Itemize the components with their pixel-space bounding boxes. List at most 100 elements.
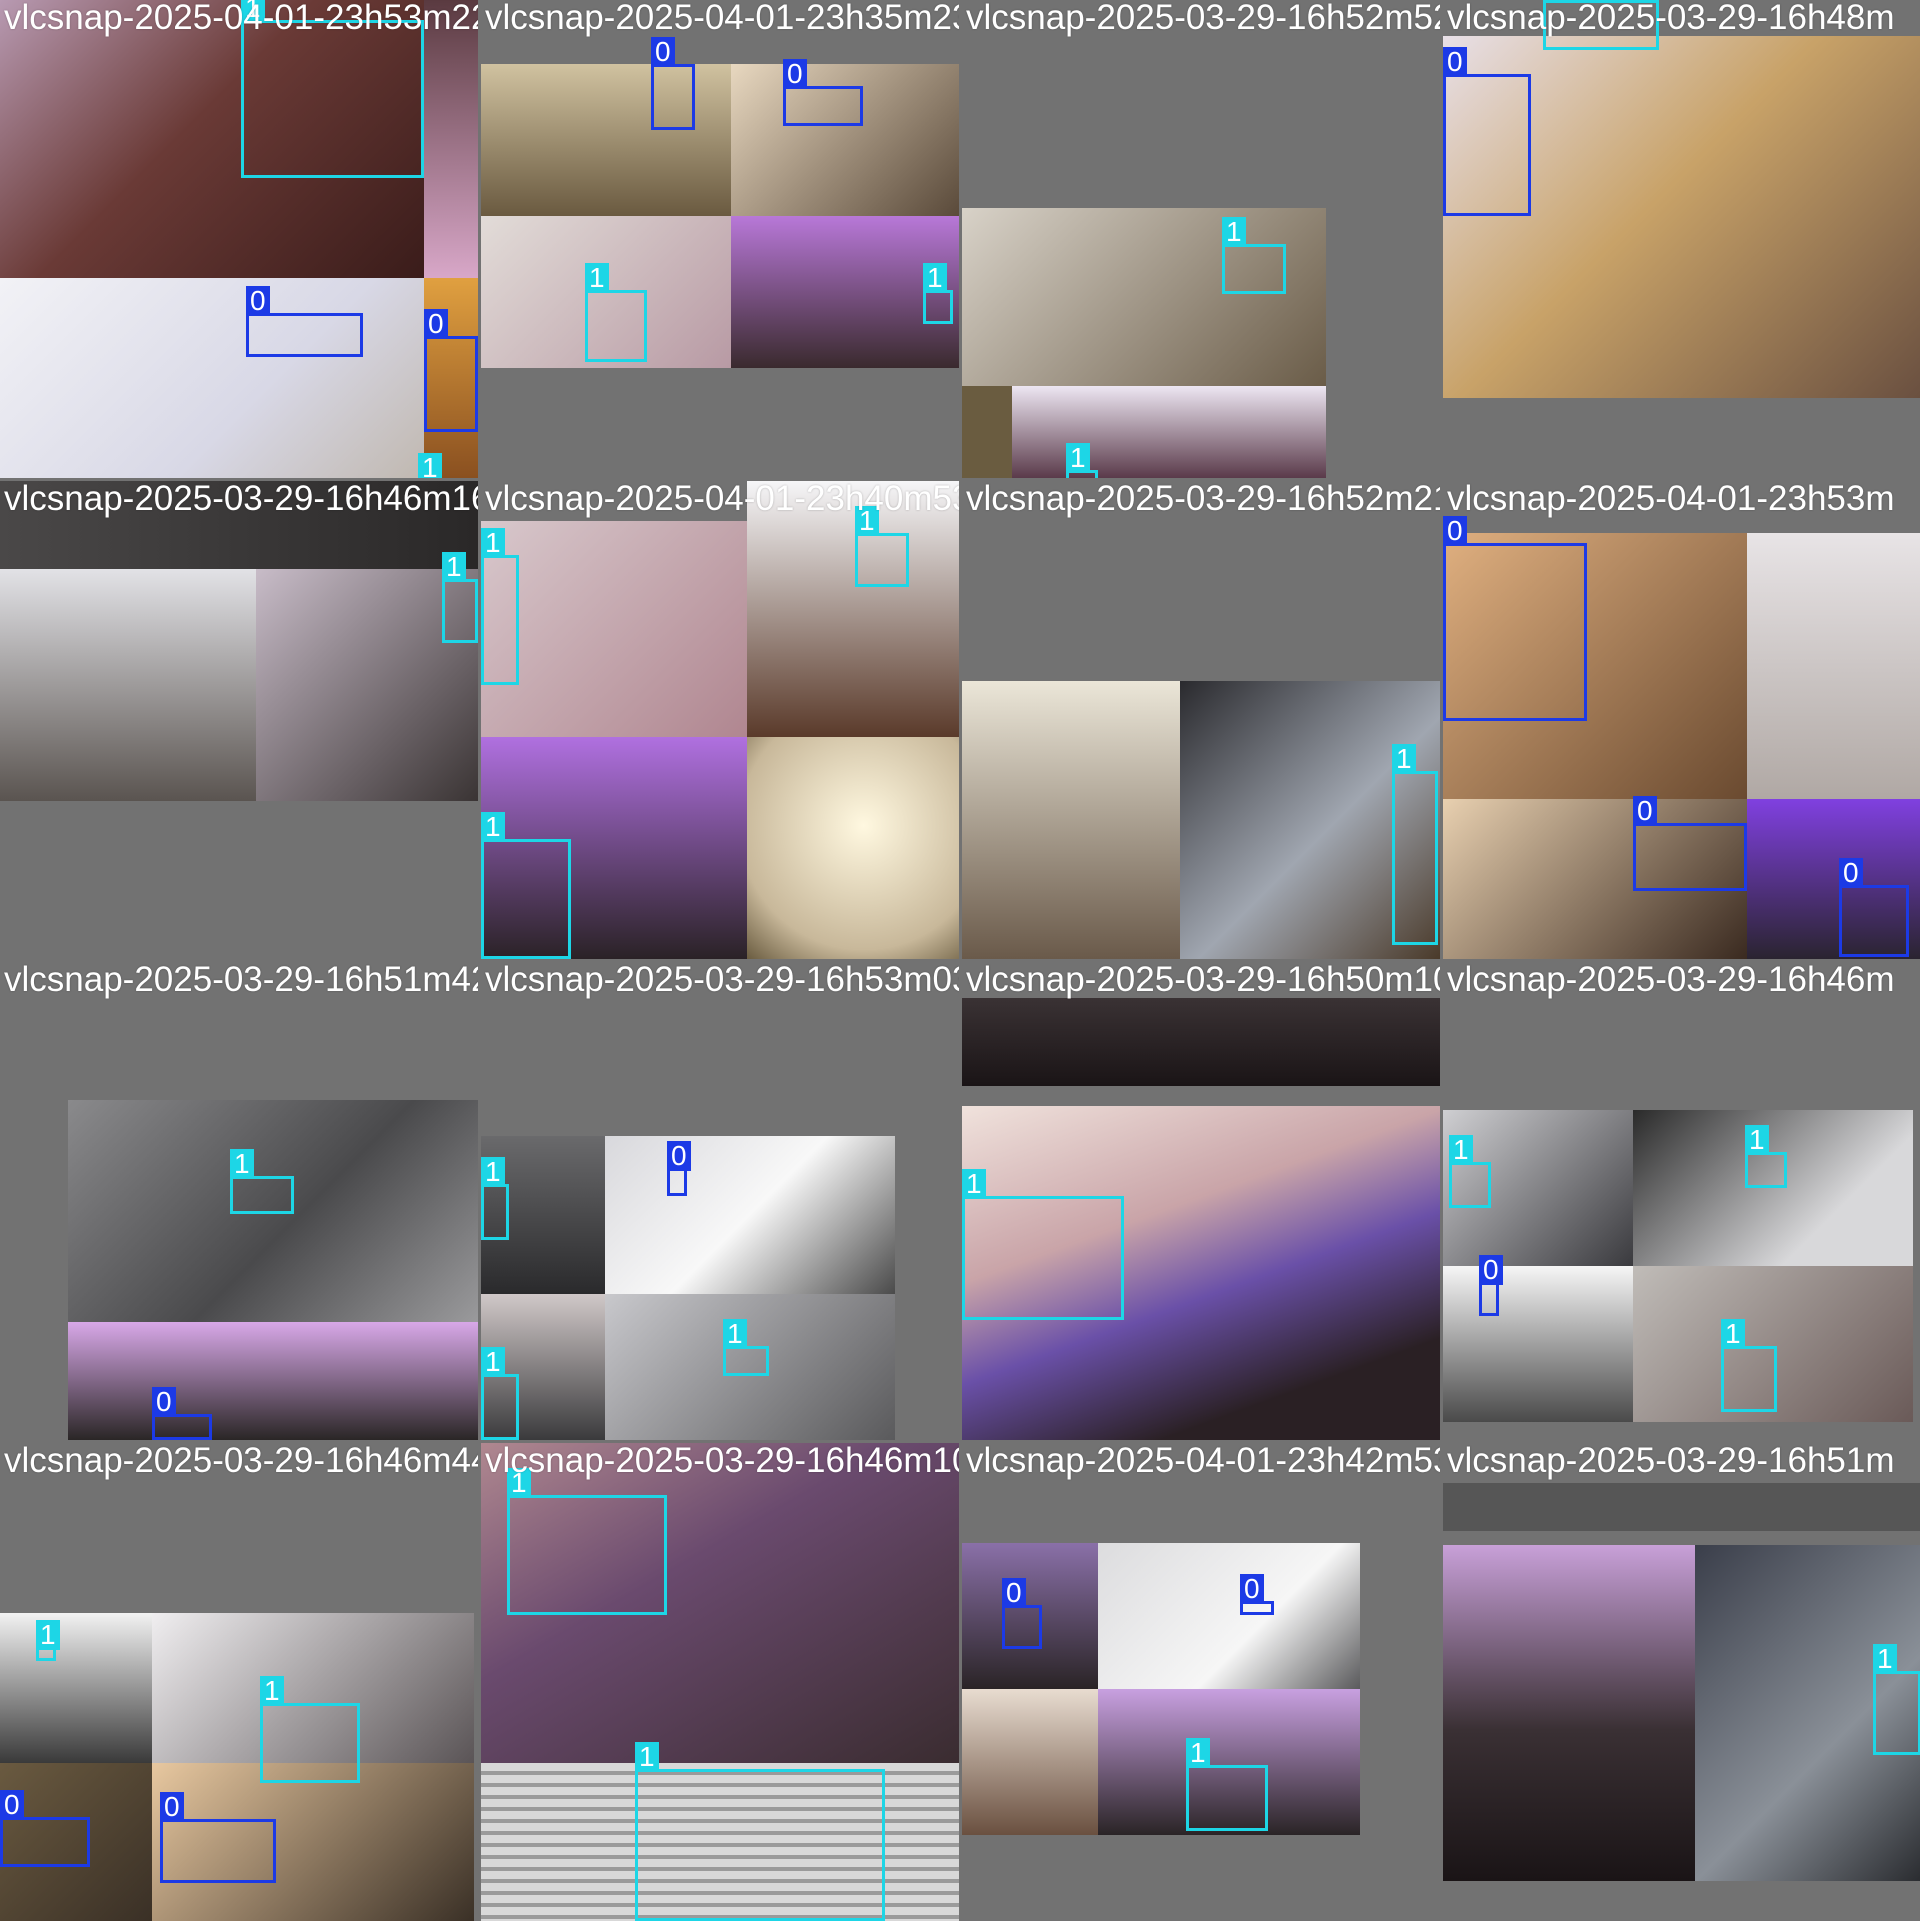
class-label: 0 <box>160 1792 184 1822</box>
detection-box: 0 <box>424 309 478 432</box>
detection-box: 1 <box>1543 0 1659 50</box>
detection-box: 1 <box>1721 1319 1777 1412</box>
photo-panel <box>962 386 1012 478</box>
detection-box: 0 <box>651 37 695 130</box>
class-label: 1 <box>962 1169 986 1199</box>
photo-panel <box>1012 386 1326 478</box>
mosaic-tile: vlcsnap-2025-04-01-23h35m23s185.jpg 0 0 … <box>481 0 959 478</box>
class-label: 1 <box>418 453 442 478</box>
photo-panel <box>481 64 731 216</box>
class-label: 1 <box>260 1676 284 1706</box>
tile-title: vlcsnap-2025-04-01-23h53m22s667.jpg <box>4 0 478 37</box>
mosaic-tile: vlcsnap-2025-03-29-16h51m42s562.jpg 1 0 <box>0 962 478 1440</box>
detection-box: 0 <box>0 1790 90 1867</box>
detection-box: 1 <box>1066 443 1098 478</box>
class-label: 0 <box>0 1790 24 1820</box>
photo-panel <box>962 1543 1098 1689</box>
detection-box: 0 <box>152 1387 212 1440</box>
detection-box: 1 <box>923 263 953 324</box>
detection-box: 1 <box>36 1620 60 1661</box>
class-label: 1 <box>585 263 609 293</box>
photo-panel <box>962 681 1180 959</box>
class-label: 1 <box>481 528 505 558</box>
class-label: 0 <box>1002 1578 1026 1608</box>
detection-box: 1 <box>855 506 909 587</box>
mosaic-tile: vlcsnap-2025-03-29-16h51m 1 <box>1443 1443 1920 1921</box>
class-label: 1 <box>1222 217 1246 247</box>
photo-panel <box>1443 533 1747 799</box>
photo-panel <box>1098 1689 1360 1835</box>
tile-title: vlcsnap-2025-03-29-16h46m10s332.jpg <box>485 1443 959 1480</box>
detection-box: 1 <box>1745 1125 1787 1188</box>
detection-box: 1 <box>1449 1135 1491 1208</box>
mosaic-tile: vlcsnap-2025-03-29-16h53m03s194.jpg 1 0 … <box>481 962 959 1440</box>
class-label: 0 <box>1443 516 1467 546</box>
detection-box: 1 <box>1392 744 1438 945</box>
class-label: 1 <box>855 506 879 536</box>
photo-panel <box>481 521 747 737</box>
class-label: 0 <box>651 37 675 67</box>
photo-panel <box>1180 681 1440 959</box>
class-label: 1 <box>481 812 505 842</box>
class-label: 0 <box>783 59 807 89</box>
photo-panel <box>152 1763 474 1921</box>
tile-title: vlcsnap-2025-03-29-16h52m52s415.jpg <box>966 0 1440 37</box>
detection-box: 1 <box>442 552 478 643</box>
photo-panel <box>0 0 424 278</box>
photo-panel <box>731 216 959 368</box>
photo-panel <box>0 1613 152 1763</box>
class-label: 1 <box>1543 0 1567 3</box>
photo-panel <box>1633 1110 1913 1266</box>
class-label: 0 <box>1839 858 1863 888</box>
tile-title: vlcsnap-2025-04-01-23h35m23s185.jpg <box>485 0 959 37</box>
photo-panel <box>68 1322 478 1440</box>
class-label: 1 <box>723 1319 747 1349</box>
detection-box: 0 <box>1240 1574 1274 1615</box>
class-label: 1 <box>442 552 466 582</box>
photo-panel <box>481 1763 959 1921</box>
detection-box: 0 <box>1839 858 1909 957</box>
photo-panel <box>1747 533 1920 799</box>
photo-panel <box>152 1613 474 1763</box>
tile-title: vlcsnap-2025-04-01-23h53m <box>1447 481 1895 518</box>
class-label: 1 <box>507 1468 531 1498</box>
detection-box: 0 <box>1002 1578 1042 1649</box>
class-label: 1 <box>923 263 947 293</box>
class-label: 1 <box>230 1149 254 1179</box>
tile-title: vlcsnap-2025-04-01-23h40m53s997.jpg <box>485 481 959 518</box>
photo-panel <box>962 208 1326 386</box>
tile-title: vlcsnap-2025-03-29-16h53m03s194.jpg <box>485 962 959 999</box>
photo-panel <box>0 278 424 478</box>
detection-box: 0 <box>1443 516 1587 721</box>
tile-title: vlcsnap-2025-03-29-16h48m <box>1447 0 1895 37</box>
photo-panel <box>0 481 478 569</box>
detection-box: 1 <box>481 1347 519 1440</box>
detection-box: 1 <box>481 1157 509 1240</box>
detection-box: 1 <box>230 1149 294 1214</box>
photo-panel <box>256 569 478 801</box>
mosaic-tile: vlcsnap-2025-03-29-16h52m52s415.jpg 1 1 <box>962 0 1440 478</box>
tile-title: vlcsnap-2025-03-29-16h52m21s724.jpg <box>966 481 1440 518</box>
class-label: 0 <box>1443 47 1467 77</box>
tile-title: vlcsnap-2025-03-29-16h51m <box>1447 1443 1895 1480</box>
mosaic-tile: vlcsnap-2025-04-01-23h40m53s997.jpg 1 1 … <box>481 481 959 959</box>
class-label: 1 <box>1721 1319 1745 1349</box>
photo-panel <box>1747 799 1920 959</box>
photo-panel <box>962 1689 1098 1835</box>
class-label: 1 <box>481 1347 505 1377</box>
tile-title: vlcsnap-2025-03-29-16h50m10s256.jpg <box>966 962 1440 999</box>
class-label: 1 <box>1449 1135 1473 1165</box>
photo-panel <box>1443 36 1920 398</box>
class-label: 1 <box>1873 1644 1897 1674</box>
class-label: 0 <box>246 286 270 316</box>
photo-panel <box>962 1106 1440 1440</box>
photo-panel <box>1695 1545 1920 1881</box>
class-label: 1 <box>241 0 265 23</box>
photo-panel <box>747 481 959 737</box>
detection-box: 0 <box>1633 796 1747 891</box>
detection-box: 1 <box>1873 1644 1920 1755</box>
detection-box: 1 <box>1222 217 1286 294</box>
photo-panel <box>731 64 959 216</box>
photo-panel <box>1443 1483 1920 1531</box>
class-label: 1 <box>481 1157 505 1187</box>
